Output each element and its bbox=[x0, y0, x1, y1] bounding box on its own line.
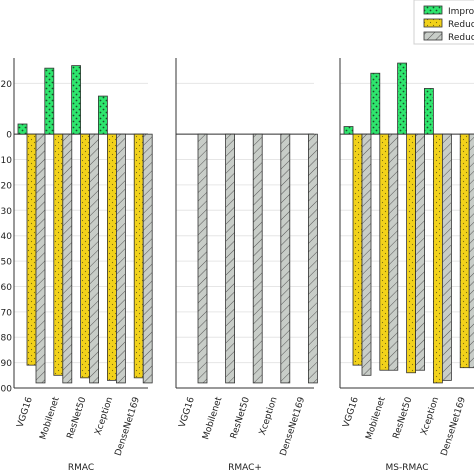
x-tick-label: Mobilenet bbox=[38, 395, 61, 441]
x-tick-label: Xception bbox=[258, 396, 280, 437]
bar-improv-vgg16 bbox=[343, 126, 354, 135]
y-tick-label: 100 bbox=[0, 385, 12, 395]
y-tick-label: 80 bbox=[1, 334, 13, 344]
x-tick-label: ResNet50 bbox=[66, 396, 89, 441]
x-tick-label: ResNet50 bbox=[392, 396, 415, 441]
y-tick-label: 10 bbox=[1, 156, 13, 166]
bar-reduct_a-vgg16 bbox=[352, 133, 363, 366]
x-tick-label: VGG16 bbox=[342, 396, 361, 429]
bar-improv-mobilenet bbox=[44, 67, 55, 135]
bar-reduct_b-xception bbox=[441, 133, 452, 381]
y-tick-label: 50 bbox=[1, 258, 13, 268]
bar-reduct_b-resnet50 bbox=[89, 133, 99, 384]
panel-rmac+: VGG16 Mobilenet ResNet50 Xception DenseNet16… bbox=[175, 58, 318, 473]
bar-reduct_a-resnet50 bbox=[406, 133, 417, 374]
bar-reduct_b-resnet50 bbox=[252, 133, 263, 384]
bar-reduct_b-vgg16 bbox=[35, 133, 46, 384]
x-tick-label: Xception bbox=[420, 396, 442, 437]
x-tick-label: Mobilenet bbox=[364, 395, 387, 441]
y-tick-label: 20 bbox=[1, 80, 13, 90]
x-tick-label: VGG16 bbox=[16, 396, 35, 429]
bar-reduct_b-densenet169 bbox=[307, 133, 318, 384]
panels-layer: 200102030405060708090100VGG16MobilenetRe… bbox=[0, 58, 474, 473]
panel-title: RMAC+ bbox=[228, 463, 262, 473]
panel-title: RMAC bbox=[68, 463, 94, 473]
panel-title: MS-RMAC bbox=[385, 463, 428, 473]
y-tick-label: 40 bbox=[1, 232, 13, 242]
y-tick-label: 0 bbox=[6, 131, 12, 141]
bar-reduct_b-resnet50 bbox=[415, 133, 426, 371]
legend-swatch-reduct_a bbox=[423, 18, 443, 28]
x-tick-label: DenseNet169 bbox=[114, 396, 143, 458]
bar-reduct_a-mobilenet bbox=[53, 133, 64, 376]
bar-reduct_a-xception bbox=[432, 133, 443, 384]
bar-improv-resnet50 bbox=[397, 62, 408, 135]
bar-reduct_a-densenet169 bbox=[459, 133, 470, 369]
bar-reduct_b-xception bbox=[116, 133, 126, 384]
y-tick-label: 30 bbox=[1, 207, 13, 217]
x-tick-label: ResNet50 bbox=[229, 396, 252, 441]
x-tick-label: DenseNet169 bbox=[440, 396, 469, 458]
bar-improv-vgg16 bbox=[17, 123, 28, 135]
bar-reduct_b-vgg16 bbox=[197, 133, 208, 384]
bar-reduct_a-vgg16 bbox=[26, 133, 37, 366]
bar-reduct_b-densenet169 bbox=[142, 133, 153, 384]
legend-label-improv: Improv bbox=[448, 7, 474, 17]
y-tick-label: 60 bbox=[1, 283, 13, 293]
y-tick-label: 20 bbox=[1, 181, 13, 191]
bar-reduct_a-mobilenet bbox=[379, 133, 390, 371]
x-tick-label: Xception bbox=[94, 396, 116, 437]
bar-improv-xception bbox=[423, 88, 434, 135]
bar-reduct_b-vgg16 bbox=[361, 133, 372, 376]
bar-improv-resnet50 bbox=[71, 65, 81, 135]
bar-reduct_b-mobilenet bbox=[225, 133, 236, 384]
legend-label-reduct_b: Reduct bbox=[448, 33, 474, 43]
panel-ms-rmac: VGG16 Mobilenet ResNet50 XceptionDenseNet16… bbox=[339, 58, 474, 473]
bar-reduct_a-xception bbox=[107, 133, 117, 381]
legend: Improv Reduct Reduct bbox=[413, 0, 474, 45]
bar-reduct_b-densenet169 bbox=[468, 133, 474, 369]
x-tick-label: DenseNet169 bbox=[279, 396, 308, 458]
x-tick-label: VGG16 bbox=[178, 396, 197, 429]
y-tick-label: 70 bbox=[1, 308, 13, 318]
bar-improv-mobilenet bbox=[370, 72, 381, 135]
bar-reduct_b-mobilenet bbox=[62, 133, 73, 384]
x-tick-label: Mobilenet bbox=[201, 395, 224, 441]
bar-reduct_a-resnet50 bbox=[80, 133, 90, 379]
bar-improv-xception bbox=[98, 95, 108, 135]
bar-reduct_b-xception bbox=[280, 133, 291, 384]
bar-reduct_b-mobilenet bbox=[388, 133, 399, 371]
legend-label-reduct_a: Reduct bbox=[448, 20, 474, 30]
y-tick-label: 90 bbox=[1, 359, 13, 369]
legend-swatch-improv bbox=[423, 5, 443, 15]
legend-swatch-reduct_b bbox=[423, 31, 443, 41]
panel-rmac: 20 0 10 20 30 40 50 60 70 80 90 100 VGG16MobilenetRe… bbox=[0, 58, 153, 473]
bar-reduct_a-densenet169 bbox=[133, 133, 144, 379]
